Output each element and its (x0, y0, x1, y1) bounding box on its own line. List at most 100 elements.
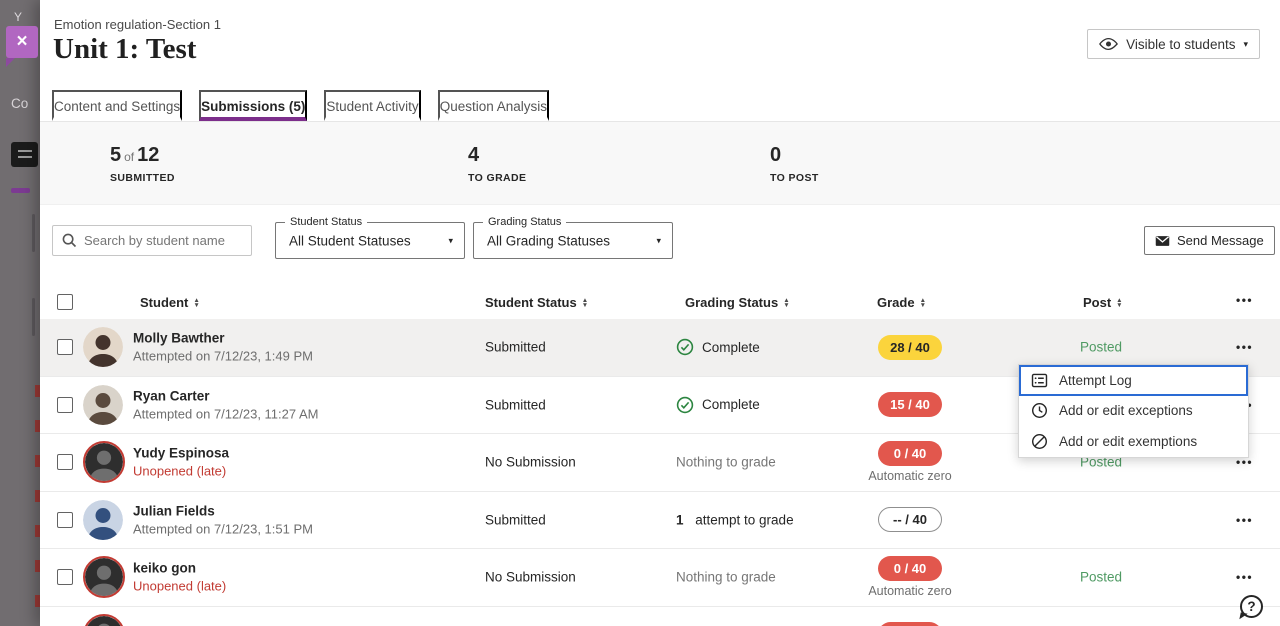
sort-icon: ▲▼ (1116, 298, 1122, 308)
student-name: Yudy Espinosa (133, 446, 229, 461)
check-circle-icon (676, 396, 694, 414)
context-menu-item-label: Attempt Log (1059, 373, 1132, 388)
background-line (32, 298, 35, 336)
send-message-button[interactable]: Send Message (1144, 226, 1275, 255)
context-menu-item[interactable]: Add or edit exceptions (1019, 396, 1248, 427)
table-header: Student ▲▼ Student Status ▲▼ Grading Sta… (40, 285, 1280, 319)
column-header-student[interactable]: Student ▲▼ (140, 295, 200, 310)
student-attempt-info: Unopened (late) (133, 464, 229, 479)
background-text-side: Co (11, 96, 28, 111)
student-name: Ryan Carter (133, 388, 319, 403)
tab-label: Question Analysis (440, 99, 547, 114)
student-attempt-info: Unopened (late) (133, 579, 226, 594)
stat-submitted: 5of12SUBMITTED (110, 144, 175, 184)
row-context-menu: Attempt Log Add or edit exceptions Add o… (1018, 364, 1249, 458)
chevron-down-icon: ▾ (1243, 39, 1248, 50)
row-menu-button[interactable]: ••• (1236, 340, 1253, 354)
question-mark-icon: ? (1247, 599, 1255, 614)
row-checkbox[interactable] (57, 339, 73, 355)
page-title: Unit 1: Test (53, 33, 196, 66)
column-header-grade[interactable]: Grade ▲▼ (877, 295, 926, 310)
send-message-label: Send Message (1177, 233, 1264, 248)
envelope-icon (1155, 235, 1170, 247)
sort-icon: ▲▼ (193, 298, 199, 308)
tab[interactable]: Question Analysis (438, 90, 549, 121)
tab-bar: Content and Settings Submissions (5) Stu… (40, 90, 1280, 122)
context-menu-item-label: Add or edit exceptions (1059, 403, 1193, 418)
tab[interactable]: Submissions (5) (199, 90, 307, 121)
grade-note: Automatic zero (868, 584, 951, 598)
student-status-filter[interactable]: Student Status All Student Statuses ▾ (275, 222, 465, 259)
grading-status-cell: Complete (676, 396, 760, 414)
student-avatar (83, 556, 125, 598)
course-name: Emotion regulation-Section 1 (54, 17, 221, 32)
visibility-label: Visible to students (1126, 37, 1235, 52)
close-panel-button[interactable]: × (6, 26, 38, 58)
tab[interactable]: Content and Settings (52, 90, 182, 121)
row-checkbox[interactable] (57, 512, 73, 528)
student-attempt-info: Attempted on 7/12/23, 1:51 PM (133, 521, 313, 536)
grading-status-cell: Nothing to grade (676, 570, 776, 585)
background-page-dimmed: Y Co (0, 0, 40, 626)
student-status-cell: Submitted (485, 340, 546, 355)
grading-status-filter[interactable]: Grading Status All Grading Statuses ▾ (473, 222, 673, 259)
student-status-cell: No Submission (485, 570, 576, 585)
context-menu-item[interactable]: Attempt Log (1019, 365, 1248, 396)
grade-pill[interactable]: 0 / 40 (878, 622, 942, 626)
stat-to-grade: 4TO GRADE (468, 144, 526, 184)
grading-status-filter-label: Grading Status (483, 216, 566, 228)
chevron-down-icon: ▾ (448, 235, 453, 246)
student-avatar (83, 614, 125, 626)
select-all-checkbox[interactable] (57, 294, 73, 310)
attempt-log-icon (1031, 372, 1048, 389)
row-checkbox[interactable] (57, 397, 73, 413)
grade-pill[interactable]: 28 / 40 (878, 335, 942, 360)
table-row[interactable]: 0 / 40 (40, 607, 1280, 626)
table-options-button[interactable]: ••• (1236, 293, 1253, 307)
assessment-panel: Emotion regulation-Section 1 Unit 1: Tes… (40, 0, 1280, 626)
visibility-dropdown-button[interactable]: Visible to students ▾ (1087, 29, 1260, 59)
eye-icon (1099, 37, 1118, 51)
check-circle-icon (676, 338, 694, 356)
screen: Y Co × Emotion regulation-Section 1 Unit… (0, 0, 1280, 626)
student-status-cell: Submitted (485, 397, 546, 412)
student-attempt-info: Attempted on 7/12/23, 1:49 PM (133, 349, 313, 364)
student-avatar (83, 385, 123, 425)
post-status: Posted (1080, 570, 1122, 585)
row-checkbox[interactable] (57, 569, 73, 585)
row-checkbox[interactable] (57, 454, 73, 470)
grading-status-filter-value: All Grading Statuses (487, 233, 610, 248)
column-header-grading-status[interactable]: Grading Status ▲▼ (685, 295, 790, 310)
grade-pill[interactable]: -- / 40 (878, 507, 942, 532)
student-avatar (83, 500, 123, 540)
close-icon: × (16, 31, 27, 52)
sort-icon: ▲▼ (920, 298, 926, 308)
grade-pill[interactable]: 0 / 40 (878, 441, 942, 466)
student-name: Julian Fields (133, 503, 313, 518)
sort-icon: ▲▼ (582, 298, 588, 308)
student-status-cell: No Submission (485, 455, 576, 470)
student-name: Molly Bawther (133, 331, 313, 346)
post-status: Posted (1080, 340, 1122, 355)
tab[interactable]: Student Activity (324, 90, 420, 121)
row-menu-button[interactable]: ••• (1236, 513, 1253, 527)
student-avatar (83, 441, 125, 483)
grade-pill[interactable]: 15 / 40 (878, 392, 942, 417)
column-header-student-status[interactable]: Student Status ▲▼ (485, 295, 588, 310)
search-icon (62, 233, 77, 248)
column-header-post[interactable]: Post ▲▼ (1083, 295, 1123, 310)
grading-status-cell: Complete (676, 338, 760, 356)
help-button[interactable]: ? (1240, 595, 1263, 618)
grade-pill[interactable]: 0 / 40 (878, 556, 942, 581)
grading-status-cell: Nothing to grade (676, 455, 776, 470)
table-row[interactable]: Julian Fields Attempted on 7/12/23, 1:51… (40, 492, 1280, 550)
search-input[interactable] (84, 233, 251, 248)
grading-status-cell: 1 attempt to grade (676, 512, 794, 527)
background-accent-dash (11, 188, 30, 193)
context-menu-item-label: Add or edit exemptions (1059, 434, 1197, 449)
clock-icon (1031, 402, 1048, 419)
table-row[interactable]: keiko gon Unopened (late) No Submission … (40, 549, 1280, 607)
context-menu-item[interactable]: Add or edit exemptions (1019, 426, 1248, 457)
student-status-cell: Submitted (485, 512, 546, 527)
row-menu-button[interactable]: ••• (1236, 570, 1253, 584)
